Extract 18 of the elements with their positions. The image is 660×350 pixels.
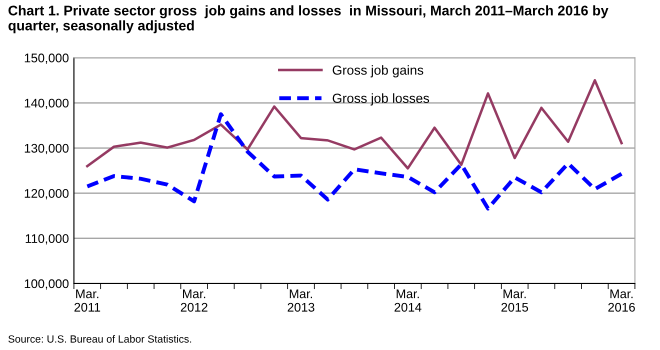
y-tick-label: 120,000 bbox=[24, 189, 69, 200]
y-tick-label: 100,000 bbox=[24, 279, 69, 290]
legend-label: Gross job losses bbox=[332, 93, 430, 106]
y-tick-label: 150,000 bbox=[24, 54, 69, 64]
chart-title: Chart 1. Private sector gross job gains and losses in Missouri, March 2011–March 2016 by quarter, seasonally adjusted bbox=[8, 5, 608, 34]
x-tick-label: Mar. 2015 bbox=[501, 290, 528, 312]
x-tick-label: Mar. 2016 bbox=[608, 290, 635, 312]
x-tick-label: Mar. 2012 bbox=[180, 290, 208, 312]
x-tick-label: Mar. 2013 bbox=[288, 290, 314, 312]
y-tick-label: 110,000 bbox=[26, 234, 69, 244]
legend-label: Gross job gains bbox=[332, 65, 424, 78]
x-tick-label: Mar. 2011 bbox=[74, 290, 100, 312]
line-series bbox=[85, 112, 624, 210]
y-tick-label: 140,000 bbox=[24, 98, 69, 110]
source-note: Source: U.S. Bureau of Labor Statistics. bbox=[8, 335, 192, 343]
y-tick-label: 130,000 bbox=[24, 144, 69, 154]
x-tick-label: Mar. 2014 bbox=[394, 290, 422, 312]
line-series bbox=[86, 79, 623, 170]
